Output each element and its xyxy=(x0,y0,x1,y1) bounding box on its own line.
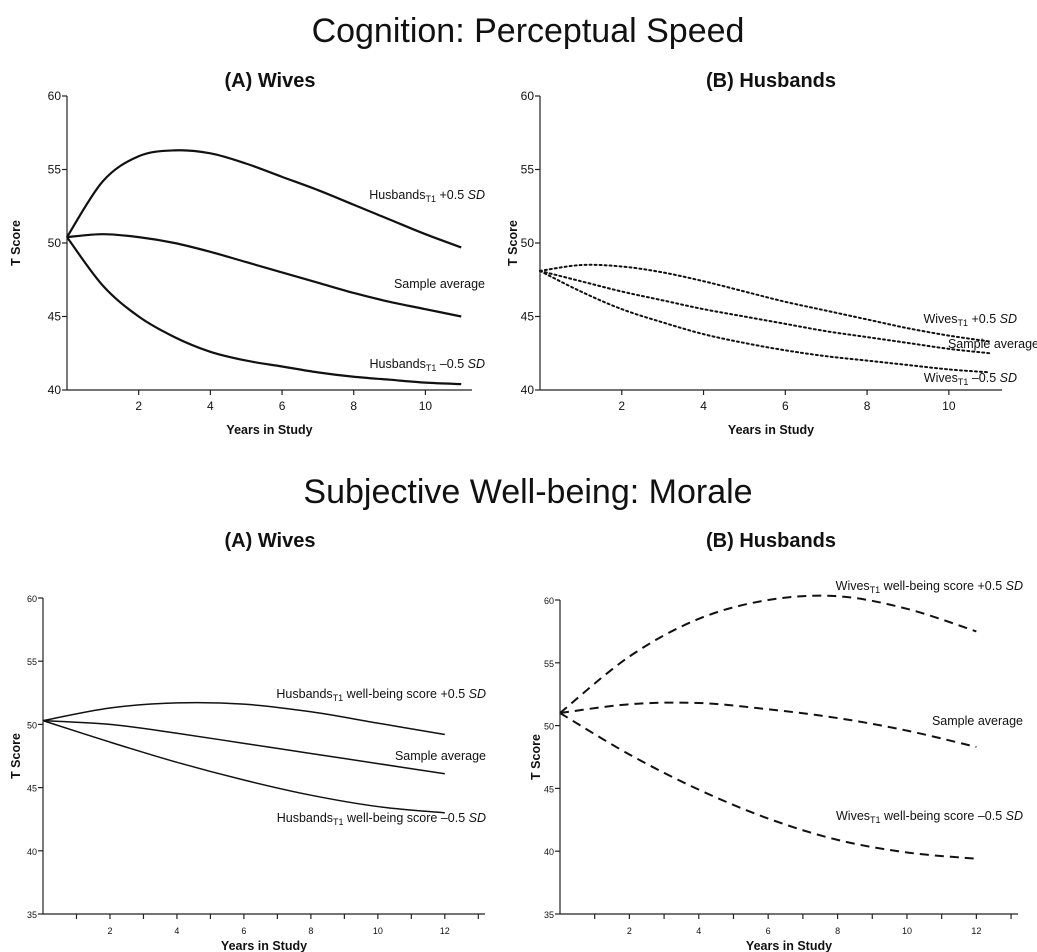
x-tick-label: 8 xyxy=(835,926,840,936)
panel-title: (A) Wives xyxy=(225,530,316,552)
y-tick-label: 60 xyxy=(48,89,62,103)
x-tick-label: 6 xyxy=(766,926,771,936)
y-tick-label: 60 xyxy=(544,596,554,606)
y-tick-label: 50 xyxy=(48,236,62,250)
series-line-0 xyxy=(66,149,462,249)
x-tick-label: 12 xyxy=(440,926,450,936)
series-line-2 xyxy=(559,712,977,860)
series-label: WivesT1 +0.5 SD xyxy=(923,312,1017,328)
series-label: Sample average xyxy=(394,277,485,291)
y-tick-label: 60 xyxy=(27,594,37,604)
y-tick-label: 35 xyxy=(27,910,37,920)
y-tick-label: 50 xyxy=(27,720,37,730)
y-tick-label: 35 xyxy=(544,910,554,920)
x-tick-label: 10 xyxy=(942,399,956,413)
series-label: WivesT1 well-being score +0.5 SD xyxy=(836,579,1023,595)
panel-title: (B) Husbands xyxy=(706,530,836,552)
x-tick-label: 2 xyxy=(627,926,632,936)
series-line-2 xyxy=(539,269,991,374)
y-axis-label: T Score xyxy=(506,220,520,266)
series-line-2 xyxy=(42,719,445,814)
x-tick-label: 6 xyxy=(782,399,789,413)
x-tick-label: 4 xyxy=(174,926,179,936)
series-line-1 xyxy=(559,701,977,748)
chart-panel-1: (B) Husbands 40 45 50 55 60 2 4 6 8 10 Years in Stu… xyxy=(506,70,1037,437)
section-title-morale: Subjective Well-being: Morale xyxy=(303,473,752,511)
series-label: Sample average xyxy=(395,749,486,763)
y-tick-label: 60 xyxy=(521,89,535,103)
panel-title: (B) Husbands xyxy=(706,70,836,92)
y-tick-label: 50 xyxy=(521,236,535,250)
charts-layer: (A) Wives 40 45 50 55 60 2 4 6 8 10 Years in Study T… xyxy=(9,70,1037,952)
series-line-0 xyxy=(42,701,445,736)
y-tick-label: 40 xyxy=(544,847,554,857)
x-tick-label: 4 xyxy=(700,399,707,413)
y-tick-label: 40 xyxy=(521,383,535,397)
x-axis-label: Years in Study xyxy=(226,423,312,437)
chart-panel-0: (A) Wives 40 45 50 55 60 2 4 6 8 10 Years in Study T… xyxy=(9,70,485,437)
panel-title: (A) Wives xyxy=(225,70,316,92)
y-tick-label: 55 xyxy=(48,163,62,177)
x-tick-label: 4 xyxy=(696,926,701,936)
y-tick-label: 55 xyxy=(544,659,554,669)
series-line-1 xyxy=(539,269,991,355)
x-tick-label: 2 xyxy=(135,399,142,413)
y-tick-label: 55 xyxy=(521,163,535,177)
series-label: WivesT1 well-being score –0.5 SD xyxy=(836,809,1023,825)
series-label: WivesT1 –0.5 SD xyxy=(924,371,1017,387)
x-axis-label: Years in Study xyxy=(221,939,307,952)
y-tick-label: 45 xyxy=(48,310,62,324)
x-tick-label: 10 xyxy=(419,399,433,413)
y-axis-label: T Score xyxy=(9,733,23,779)
y-tick-label: 40 xyxy=(27,847,37,857)
y-tick-label: 40 xyxy=(48,383,62,397)
x-axis-label: Years in Study xyxy=(728,423,814,437)
x-tick-label: 12 xyxy=(971,926,981,936)
series-label: Sample average xyxy=(932,714,1023,728)
chart-panel-3: (B) Husbands 35 40 45 50 55 60 2 4 6 8 10 12 Years in… xyxy=(529,530,1023,952)
x-tick-label: 6 xyxy=(279,399,286,413)
y-axis-label: T Score xyxy=(529,734,543,780)
series-line-2 xyxy=(66,236,462,386)
y-tick-label: 45 xyxy=(521,310,535,324)
series-line-1 xyxy=(42,719,445,775)
y-tick-label: 45 xyxy=(544,784,554,794)
x-axis-label: Years in Study xyxy=(746,939,832,952)
series-label: HusbandsT1 +0.5 SD xyxy=(369,188,485,204)
x-tick-label: 2 xyxy=(618,399,625,413)
x-tick-label: 10 xyxy=(373,926,383,936)
series-label: HusbandsT1 well-being score –0.5 SD xyxy=(277,811,486,827)
x-tick-label: 8 xyxy=(308,926,313,936)
x-tick-label: 8 xyxy=(350,399,357,413)
x-tick-label: 6 xyxy=(241,926,246,936)
x-tick-label: 4 xyxy=(207,399,214,413)
y-axis-label: T Score xyxy=(9,220,23,266)
x-tick-label: 2 xyxy=(107,926,112,936)
chart-panel-2: (A) Wives 35 40 45 50 55 60 2 4 6 8 10 12 Years in St… xyxy=(9,530,486,952)
series-label: Sample average xyxy=(948,337,1037,351)
series-line-1 xyxy=(66,233,462,318)
x-tick-label: 10 xyxy=(902,926,912,936)
section-title-cognition: Cognition: Perceptual Speed xyxy=(312,12,745,50)
y-tick-label: 50 xyxy=(544,722,554,732)
series-label: HusbandsT1 well-being score +0.5 SD xyxy=(276,687,486,703)
series-label: HusbandsT1 –0.5 SD xyxy=(370,357,485,373)
series-line-0 xyxy=(559,594,977,714)
y-tick-label: 45 xyxy=(27,784,37,794)
x-tick-label: 8 xyxy=(864,399,871,413)
y-tick-label: 55 xyxy=(27,657,37,667)
